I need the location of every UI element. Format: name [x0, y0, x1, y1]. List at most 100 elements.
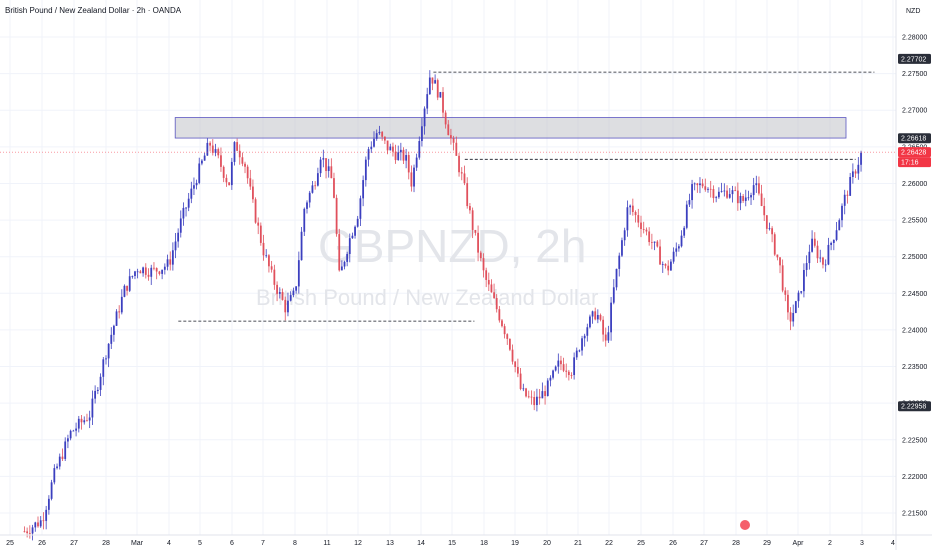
price-tick-label: 2.24000	[902, 327, 927, 334]
time-axis[interactable]: 25 26 27 28 Mar 4 5 6 7 8 11 12 13 14 15 18 19 20 21 22 25 26…	[0, 520, 932, 547]
candle-body	[610, 302, 612, 333]
candle-body	[765, 215, 768, 229]
candle-body	[254, 199, 257, 223]
box-bottom-tag: 2.22958	[901, 404, 926, 411]
candle-body	[709, 188, 712, 190]
candle-body	[295, 286, 298, 291]
time-tick-label: 5	[198, 540, 202, 547]
candle-body	[105, 358, 107, 360]
candle-body	[147, 274, 150, 277]
chart-title: British Pound / New Zealand Dollar · 2h …	[5, 6, 182, 15]
candle-body	[648, 231, 651, 243]
candle-body	[88, 417, 91, 421]
candle-body	[596, 314, 599, 320]
candle-series[interactable]	[23, 70, 862, 541]
candle-body	[174, 241, 177, 251]
candle-body	[538, 396, 541, 399]
candle-body	[418, 141, 421, 158]
candle-body	[115, 311, 118, 326]
candle-body	[667, 265, 670, 271]
time-tick-label: 19	[511, 540, 519, 547]
candle-body	[31, 527, 34, 534]
candle-body	[474, 229, 477, 233]
candle-body	[599, 314, 602, 320]
candle-body	[415, 157, 418, 168]
candle-body	[849, 176, 852, 196]
candle-body	[182, 207, 185, 219]
time-tick-label: 28	[102, 540, 110, 547]
candle-body	[508, 338, 511, 350]
candle-body	[677, 246, 680, 249]
candle-body	[827, 244, 830, 265]
candle-body	[707, 188, 709, 190]
candle-body	[410, 172, 413, 187]
candle-body	[803, 269, 805, 292]
currency-label: NZD	[906, 8, 920, 15]
candle-body	[685, 204, 688, 228]
candle-body	[629, 205, 632, 208]
candle-body	[220, 155, 222, 167]
candle-body	[134, 271, 136, 276]
price-tick-label: 2.25000	[902, 254, 927, 261]
candle-body	[701, 183, 704, 187]
candle-body	[664, 264, 667, 266]
candle-body	[808, 251, 811, 264]
candle-body	[99, 376, 102, 390]
candle-body	[487, 279, 490, 285]
candle-body	[591, 311, 594, 317]
candle-body	[546, 380, 549, 397]
candle-body	[615, 268, 618, 288]
candle-body	[69, 430, 72, 439]
box-top-tag: 2.27702	[901, 56, 926, 63]
candle-body	[675, 248, 678, 252]
candle-body	[102, 359, 105, 377]
horizontal-lines[interactable]	[0, 71, 896, 322]
candle-body	[458, 155, 460, 173]
time-tick-label: 27	[700, 540, 708, 547]
price-axis[interactable]: NZD2.280002.275002.270002.265002.260002.…	[895, 0, 927, 550]
candle-body	[560, 360, 562, 365]
candle-body	[573, 357, 576, 376]
candle-body	[763, 205, 766, 216]
candle-body	[779, 257, 781, 266]
candle-body	[846, 194, 849, 196]
candle-body	[776, 254, 779, 258]
candle-body	[120, 296, 123, 313]
box-bottom-tag-bg	[898, 401, 931, 412]
candle-body	[230, 161, 233, 186]
candle-body	[466, 183, 469, 207]
time-tick-label: 27	[70, 540, 78, 547]
candle-body	[485, 270, 488, 280]
candle-body	[768, 228, 771, 230]
candle-body	[359, 198, 362, 219]
candle-body	[123, 285, 126, 297]
candle-body	[300, 231, 303, 261]
time-tick-label: 25	[6, 540, 14, 547]
candle-body	[118, 311, 121, 313]
candle-body	[659, 246, 661, 265]
drawing-layer[interactable]	[174, 117, 847, 139]
candle-body	[794, 301, 797, 313]
candle-body	[787, 294, 789, 313]
time-tick-label: 21	[574, 540, 582, 547]
candle-body	[819, 257, 822, 259]
price-tick-label: 2.22000	[902, 474, 927, 481]
candle-body	[525, 388, 527, 397]
candle-body	[80, 418, 83, 423]
candle-body	[680, 235, 683, 247]
candle-body	[618, 255, 621, 269]
candle-body	[348, 238, 351, 254]
zone-bottom-tag-bg	[898, 133, 931, 144]
candle-body	[621, 240, 623, 256]
candle-body	[530, 396, 533, 398]
candle-body	[575, 350, 578, 358]
candle-body	[308, 192, 311, 203]
time-tick-label: 3	[860, 540, 864, 547]
candle-body	[50, 482, 53, 499]
candle-body	[402, 149, 405, 161]
candle-body	[602, 319, 605, 335]
price-tick-label: 2.25500	[902, 218, 927, 225]
candle-body	[715, 197, 718, 199]
